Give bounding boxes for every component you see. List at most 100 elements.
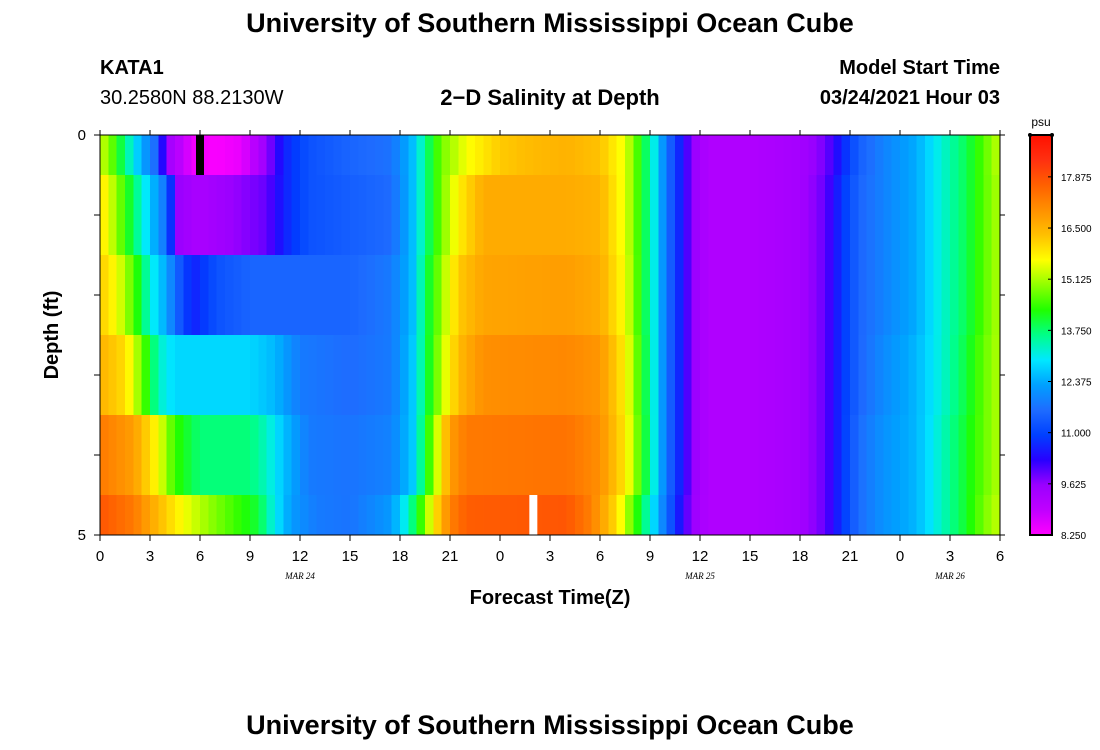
heatmap-cell <box>791 415 801 495</box>
heatmap-cell <box>891 135 901 175</box>
heatmap-cell <box>733 175 743 255</box>
heatmap-cell <box>358 495 368 535</box>
heatmap-cell <box>658 495 668 535</box>
heatmap-cell <box>850 175 859 255</box>
heatmap-cell <box>991 335 1001 415</box>
heatmap-cell <box>183 135 193 175</box>
heatmap-cell <box>758 415 768 495</box>
heatmap-cell <box>833 415 843 495</box>
heatmap-cell <box>100 135 109 175</box>
heatmap-cell <box>775 335 784 415</box>
heatmap-cell <box>475 175 484 255</box>
heatmap-cell <box>400 335 409 415</box>
heatmap-cell <box>550 175 559 255</box>
heatmap-cell <box>316 255 326 335</box>
heatmap-cell <box>308 255 318 335</box>
heatmap-cell <box>741 175 751 255</box>
heatmap-cell <box>158 335 168 415</box>
heatmap-cell <box>925 175 934 255</box>
heatmap-cell <box>775 495 784 535</box>
heatmap-cell <box>500 135 509 175</box>
heatmap-cell <box>141 175 151 255</box>
heatmap-cell <box>133 255 143 335</box>
heatmap-cell <box>783 255 793 335</box>
x-tick-label: 3 <box>546 548 554 565</box>
heatmap-cell <box>341 135 351 175</box>
heatmap-cell <box>566 415 576 495</box>
heatmap-cell <box>583 415 593 495</box>
heatmap-cell <box>550 415 559 495</box>
heatmap-cell <box>683 135 693 175</box>
heatmap-cell <box>258 415 268 495</box>
heatmap-cell <box>925 255 934 335</box>
heatmap-cell <box>841 255 851 335</box>
heatmap-cell <box>850 135 859 175</box>
heatmap-cell <box>250 335 259 415</box>
heatmap-cell <box>775 135 784 175</box>
heatmap-cell <box>266 415 276 495</box>
heatmap-cell <box>766 255 776 335</box>
heatmap-cell <box>816 175 826 255</box>
heatmap-cell <box>450 495 459 535</box>
heatmap-cell <box>691 415 701 495</box>
heatmap-cell <box>216 415 226 495</box>
heatmap-cell <box>275 335 284 415</box>
heatmap-cell <box>291 495 301 535</box>
heatmap-cell <box>700 495 709 535</box>
heatmap-cell <box>775 415 784 495</box>
heatmap-cell <box>650 495 659 535</box>
heatmap-cell <box>575 135 584 175</box>
heatmap-cell <box>416 135 426 175</box>
heatmap-cell <box>350 135 359 175</box>
heatmap-cell <box>250 175 259 255</box>
heatmap-cell <box>791 335 801 415</box>
heatmap-cell <box>816 255 826 335</box>
heatmap-cell <box>800 495 809 535</box>
heatmap-cell <box>891 255 901 335</box>
heatmap-cell <box>958 135 968 175</box>
heatmap-cell <box>300 415 309 495</box>
heatmap-cell <box>591 135 601 175</box>
heatmap-cell <box>733 335 743 415</box>
heatmap-cell <box>541 335 551 415</box>
heatmap-cell <box>966 495 976 535</box>
heatmap-cell <box>108 415 118 495</box>
heatmap-cell <box>991 175 1001 255</box>
heatmap-cell <box>833 135 843 175</box>
heatmap-cell <box>883 175 893 255</box>
heatmap-cell <box>608 255 618 335</box>
heatmap-cell <box>433 335 443 415</box>
x-tick-label: 3 <box>946 548 954 565</box>
heatmap-cell <box>458 175 468 255</box>
heatmap-cell <box>575 175 584 255</box>
heatmap-cell <box>108 175 118 255</box>
heatmap-cell <box>250 495 259 535</box>
heatmap-cell <box>250 415 259 495</box>
heatmap-cell <box>141 415 151 495</box>
heatmap-cell <box>300 175 309 255</box>
heatmap-cell <box>416 255 426 335</box>
heatmap-cell <box>700 415 709 495</box>
heatmap-cell <box>733 255 743 335</box>
heatmap-cell <box>108 135 118 175</box>
heatmap-cell <box>666 415 676 495</box>
heatmap-cell <box>366 335 376 415</box>
heatmap-cell <box>900 175 909 255</box>
heatmap-cell <box>258 135 268 175</box>
heatmap-cell <box>975 415 984 495</box>
heatmap-cell <box>350 335 359 415</box>
heatmap-cell <box>983 135 993 175</box>
heatmap-cell <box>983 175 993 255</box>
heatmap-cell <box>558 175 568 255</box>
heatmap-cell <box>633 135 643 175</box>
heatmap-cell <box>966 255 976 335</box>
heatmap-cell <box>908 135 918 175</box>
heatmap-cell <box>941 175 951 255</box>
heatmap-cell <box>858 495 868 535</box>
footer-title: University of Southern Mississippi Ocean… <box>246 710 854 740</box>
heatmap-cell <box>775 255 784 335</box>
heatmap-cell <box>383 495 393 535</box>
heatmap-cell <box>258 255 268 335</box>
heatmap-cell <box>133 335 143 415</box>
heatmap-cell <box>750 495 759 535</box>
